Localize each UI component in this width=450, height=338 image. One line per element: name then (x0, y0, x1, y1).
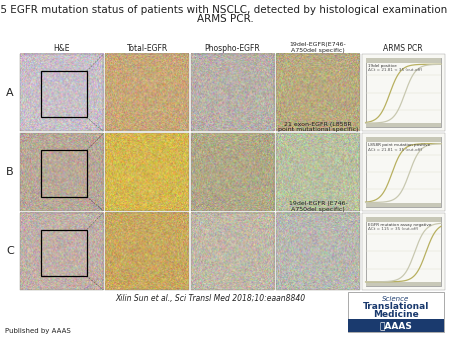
Bar (276, 54, 360, 131)
Bar (20, 133, 104, 211)
Text: H&E: H&E (54, 44, 70, 53)
Bar (365, 123, 441, 127)
Bar (105, 213, 189, 290)
Text: Science: Science (382, 296, 410, 302)
Bar (365, 137, 441, 142)
Text: ΔCt = 21.81 < 35 (cut-off): ΔCt = 21.81 < 35 (cut-off) (368, 148, 422, 152)
Bar (348, 319, 444, 332)
Bar (191, 133, 274, 211)
Text: 19del-EGFR(E746-
A750del specific): 19del-EGFR(E746- A750del specific) (289, 42, 346, 53)
Bar (20, 213, 104, 290)
Text: Translational: Translational (363, 302, 429, 311)
Bar (362, 54, 445, 131)
Bar (105, 54, 189, 131)
Text: A: A (6, 88, 14, 98)
Bar (276, 213, 360, 290)
Text: ⓂAAAS: ⓂAAAS (379, 321, 413, 330)
Bar (365, 282, 441, 286)
Text: Total-EGFR: Total-EGFR (126, 44, 168, 53)
Text: 19del positive: 19del positive (368, 64, 396, 68)
Text: ARMS PCR.: ARMS PCR. (197, 14, 253, 24)
Text: 21 exon-EGFR (L858R
point mutational specific): 21 exon-EGFR (L858R point mutational spe… (278, 122, 358, 132)
Bar (20, 54, 104, 131)
Bar (365, 137, 441, 207)
Bar (365, 217, 441, 286)
Bar (362, 213, 445, 290)
Text: ARMS PCR: ARMS PCR (383, 44, 423, 53)
Bar (276, 133, 360, 211)
Bar (365, 217, 441, 221)
Text: 19del-EGFR (E746-
A750del specific): 19del-EGFR (E746- A750del specific) (288, 201, 347, 212)
Text: Phospho-EGFR: Phospho-EGFR (205, 44, 261, 53)
Bar (348, 292, 444, 332)
Bar (41, 71, 87, 117)
Bar (41, 230, 87, 276)
Text: C: C (6, 246, 14, 256)
Bar (365, 58, 441, 63)
Bar (365, 202, 441, 207)
Bar (191, 54, 274, 131)
Bar (105, 133, 189, 211)
Text: L858R point mutation positive: L858R point mutation positive (368, 143, 430, 147)
Text: Xilin Sun et al., Sci Transl Med 2018;10:eaan8840: Xilin Sun et al., Sci Transl Med 2018;10… (115, 293, 305, 303)
Bar (191, 213, 274, 290)
Text: Medicine: Medicine (373, 310, 419, 319)
Text: ΔCt = 21.81 < 35 (cut-off): ΔCt = 21.81 < 35 (cut-off) (368, 68, 422, 72)
Text: EGFR mutation assay negative: EGFR mutation assay negative (368, 222, 431, 226)
Text: Fig. 5 EGFR mutation status of patients with NSCLC, detected by histological exa: Fig. 5 EGFR mutation status of patients … (0, 5, 450, 15)
Bar (365, 58, 441, 127)
Bar (362, 133, 445, 211)
Text: Published by AAAS: Published by AAAS (5, 328, 71, 334)
Bar (41, 150, 87, 197)
Text: ΔCt = 115 > 35 (cut-off): ΔCt = 115 > 35 (cut-off) (368, 227, 418, 231)
Text: B: B (6, 167, 14, 177)
